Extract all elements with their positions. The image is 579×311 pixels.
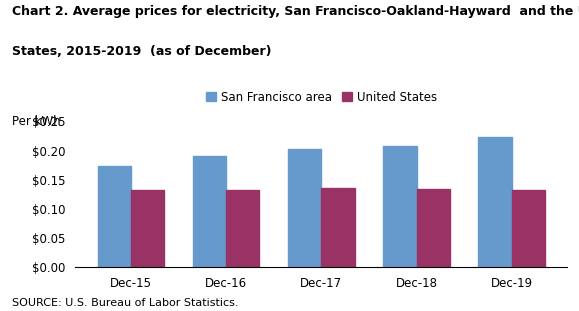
Legend: San Francisco area, United States: San Francisco area, United States	[201, 86, 442, 109]
Text: SOURCE: U.S. Bureau of Labor Statistics.: SOURCE: U.S. Bureau of Labor Statistics.	[12, 298, 238, 308]
Bar	[288, 149, 321, 267]
Bar	[226, 190, 259, 267]
Bar	[131, 190, 164, 267]
Bar	[321, 188, 355, 267]
Text: Per kWh: Per kWh	[12, 115, 60, 128]
Bar	[193, 156, 226, 267]
Text: Chart 2. Average prices for electricity, San Francisco-Oakland-Hayward  and the : Chart 2. Average prices for electricity,…	[12, 5, 579, 18]
Bar	[383, 146, 416, 267]
Bar	[416, 188, 450, 267]
Bar	[98, 166, 131, 267]
Bar	[512, 190, 545, 267]
Bar	[478, 137, 512, 267]
Text: States, 2015-2019  (as of December): States, 2015-2019 (as of December)	[12, 45, 271, 58]
